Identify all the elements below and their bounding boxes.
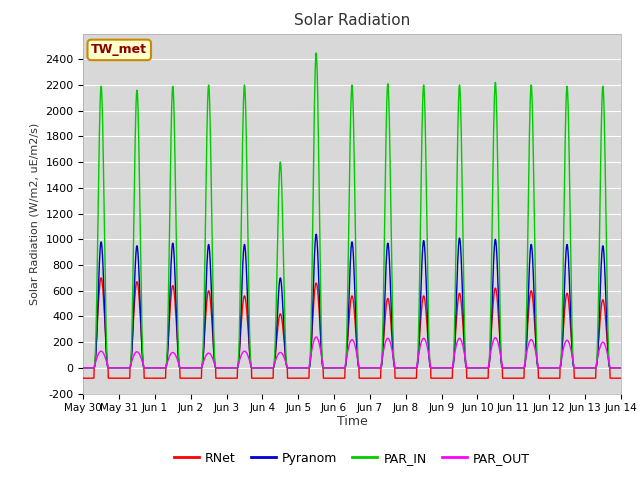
RNet	[367, 375, 375, 381]
Y-axis label: Solar Radiation (W/m2, uE/m2/s): Solar Radiation (W/m2, uE/m2/s)	[29, 122, 40, 305]
PAR_IN	[508, 365, 516, 371]
RNet	[380, 344, 387, 350]
PAR_OUT	[79, 365, 87, 371]
RNet	[570, 360, 577, 366]
PAR_IN	[584, 365, 592, 371]
PAR_OUT	[312, 334, 320, 340]
Pyranom	[229, 365, 237, 371]
Text: TW_met: TW_met	[92, 43, 147, 56]
Line: Pyranom: Pyranom	[83, 234, 621, 368]
PAR_OUT	[617, 365, 625, 371]
RNet	[508, 375, 516, 381]
PAR_IN	[380, 312, 387, 318]
Pyranom	[617, 365, 625, 371]
Line: PAR_IN: PAR_IN	[83, 53, 621, 368]
X-axis label: Time: Time	[337, 415, 367, 428]
PAR_IN	[617, 365, 625, 371]
Legend: RNet, Pyranom, PAR_IN, PAR_OUT: RNet, Pyranom, PAR_IN, PAR_OUT	[169, 447, 535, 469]
Pyranom	[508, 365, 516, 371]
Pyranom	[570, 362, 577, 368]
Pyranom	[367, 365, 375, 371]
PAR_IN	[229, 365, 237, 371]
RNet	[79, 375, 87, 381]
RNet	[584, 375, 592, 381]
Line: RNet: RNet	[83, 278, 621, 378]
Pyranom	[312, 231, 320, 237]
Pyranom	[380, 342, 387, 348]
Pyranom	[584, 365, 592, 371]
PAR_OUT	[380, 350, 387, 356]
RNet	[617, 375, 625, 381]
PAR_OUT	[508, 365, 516, 371]
RNet	[97, 275, 105, 281]
Line: PAR_OUT: PAR_OUT	[83, 337, 621, 368]
PAR_IN	[312, 50, 320, 56]
PAR_IN	[367, 365, 375, 371]
Title: Solar Radiation: Solar Radiation	[294, 13, 410, 28]
PAR_OUT	[584, 365, 592, 371]
RNet	[229, 375, 237, 381]
PAR_OUT	[570, 360, 577, 365]
PAR_OUT	[229, 365, 237, 371]
PAR_IN	[570, 360, 577, 365]
PAR_OUT	[367, 365, 375, 371]
PAR_IN	[79, 365, 87, 371]
Pyranom	[79, 365, 87, 371]
